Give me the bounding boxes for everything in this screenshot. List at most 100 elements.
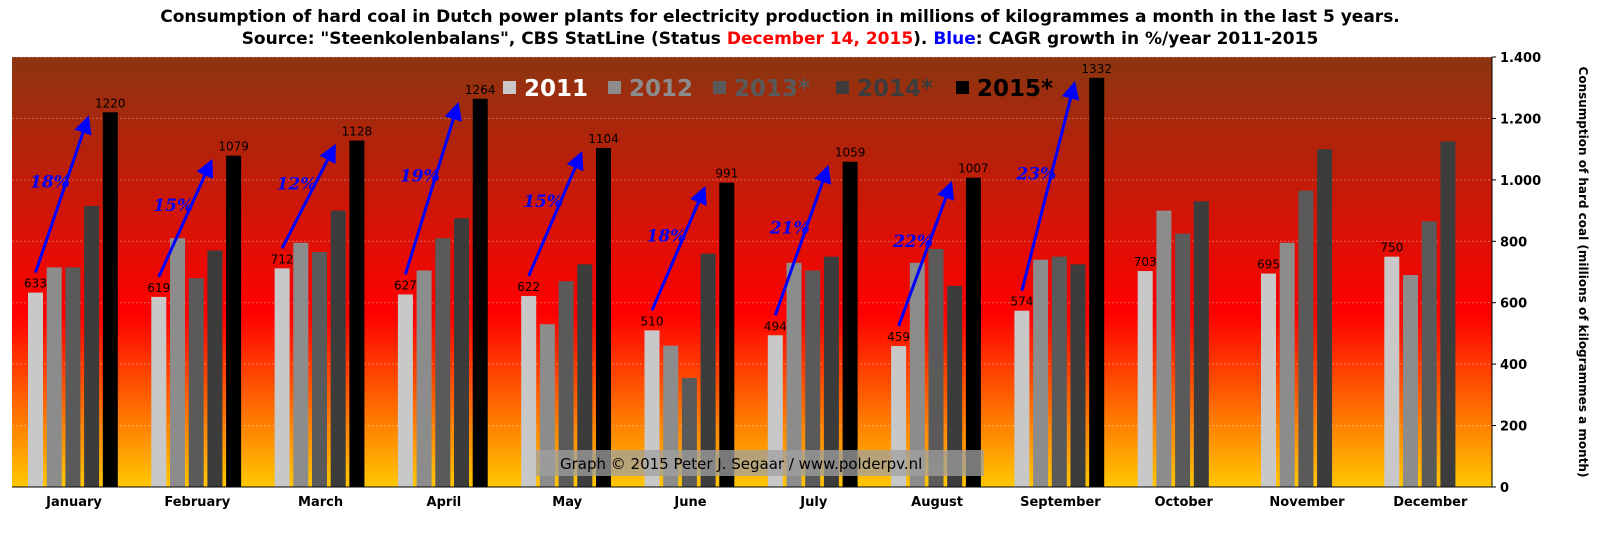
bar-2011-december xyxy=(1384,256,1400,487)
bar-2014-february xyxy=(207,250,223,487)
data-label-2011: 627 xyxy=(394,278,417,292)
bars xyxy=(28,77,1456,488)
legend-swatch-2014 xyxy=(836,81,849,94)
bar-2015-april xyxy=(472,98,488,488)
title-blue-word: Blue xyxy=(933,29,976,49)
bar-2011-july xyxy=(767,335,783,487)
bar-2012-september xyxy=(1033,259,1049,487)
bar-2015-march xyxy=(349,140,365,488)
data-label-2011: 459 xyxy=(887,330,910,344)
chart-title: Consumption of hard coal in Dutch power … xyxy=(0,6,1560,50)
bar-2013-march xyxy=(312,252,327,487)
legend-label-2012: 2012 xyxy=(629,76,693,102)
bar-2013-february xyxy=(188,278,204,487)
cagr-arrow xyxy=(34,115,92,274)
data-label-2011: 695 xyxy=(1257,258,1280,272)
bar-2012-july xyxy=(786,262,802,487)
y-tick-label: 400 xyxy=(1500,358,1527,373)
data-label-2011: 619 xyxy=(147,281,170,295)
legend-label-2015: 2015* xyxy=(977,76,1053,102)
data-label-2011: 494 xyxy=(764,319,787,333)
data-label-2015: 1079 xyxy=(218,140,249,154)
cagr-arrow xyxy=(157,158,214,278)
x-tick-label-july: July xyxy=(799,495,828,510)
data-label-2011: 633 xyxy=(24,277,47,291)
bar-2011-october xyxy=(1137,271,1153,487)
cagr-label: 12% xyxy=(277,174,317,194)
data-label-2015: 1128 xyxy=(342,125,373,139)
gridlines xyxy=(12,56,1492,427)
legend-label-2014: 2014* xyxy=(857,76,933,102)
plot-background xyxy=(12,57,1492,487)
bar-2012-october xyxy=(1156,210,1172,488)
bar-2014-august xyxy=(947,285,963,487)
bar-2013-july xyxy=(805,270,821,487)
cagr-arrow xyxy=(280,143,336,249)
cagr-arrow xyxy=(403,101,462,275)
bar-2012-may xyxy=(539,324,555,487)
legend-label-2013: 2013* xyxy=(734,76,810,102)
x-tick-label-february: February xyxy=(164,495,230,510)
bar-2011-november xyxy=(1261,273,1276,487)
bar-2013-october xyxy=(1175,233,1191,487)
y-tick-label: 200 xyxy=(1500,420,1527,435)
x-tick-label-april: April xyxy=(427,495,462,510)
axes: 0 200 400 600 800 1.000 1.200 1.400 January Febru… xyxy=(12,51,1590,510)
bar-2013-december xyxy=(1421,221,1437,488)
title-line-2: Source: "Steenkolenbalans", CBS StatLine… xyxy=(0,28,1560,50)
y-tick-label: 800 xyxy=(1500,235,1527,250)
bar-2012-february xyxy=(170,238,185,487)
bar-2011-may xyxy=(521,295,537,487)
bar-2015-september xyxy=(1089,77,1105,487)
bar-2012-january xyxy=(46,267,62,487)
cagr-arrow xyxy=(527,151,584,277)
bar-2011-january xyxy=(28,292,43,487)
bar-2011-march xyxy=(274,268,290,487)
credit-background xyxy=(536,450,984,476)
cagr-label: 23% xyxy=(1015,164,1056,184)
bar-2014-october xyxy=(1193,201,1209,487)
bar-2015-august xyxy=(965,177,981,487)
legend-swatch-2011 xyxy=(503,81,516,94)
data-label-2015: 1059 xyxy=(835,146,866,160)
data-labels: 633 619 712 627 622 510 494 459 574 703 695 750 1220… xyxy=(24,62,1403,344)
legend: 2011 2012 2013* 2014* 2015* xyxy=(503,76,1053,102)
x-tick-label-october: October xyxy=(1154,495,1213,510)
cagr-arrow xyxy=(650,185,707,311)
bar-2011-february xyxy=(151,296,167,487)
cagr-arrow xyxy=(1020,80,1080,292)
bar-2012-november xyxy=(1279,242,1295,487)
data-label-2011: 712 xyxy=(271,252,294,266)
bar-2013-january xyxy=(65,267,81,487)
bar-2012-march xyxy=(293,242,309,487)
bar-2014-july xyxy=(823,256,839,487)
x-tick-label-march: March xyxy=(298,495,343,510)
data-label-2011: 750 xyxy=(1380,241,1403,255)
legend-swatch-2013 xyxy=(713,81,726,94)
bar-2015-january xyxy=(102,112,118,488)
bar-2013-may xyxy=(558,281,574,487)
y-tick-label: 1.400 xyxy=(1500,51,1541,66)
legend-swatch-2012 xyxy=(608,81,621,94)
bar-2011-september xyxy=(1014,310,1030,487)
cagr-label: 21% xyxy=(769,219,810,239)
bar-2014-september xyxy=(1070,264,1086,487)
y-tick-label: 600 xyxy=(1500,297,1527,312)
credit-box: Graph © 2015 Peter J. Segaar / www.polde… xyxy=(536,450,984,476)
data-label-2011: 510 xyxy=(641,314,664,328)
x-tick-label-december: December xyxy=(1393,495,1468,510)
x-tick-label-january: January xyxy=(45,495,102,510)
x-tick-label-may: May xyxy=(552,495,582,510)
cagr-arrow xyxy=(773,164,832,316)
data-label-2015: 1104 xyxy=(588,132,619,146)
bar-2014-january xyxy=(84,205,100,487)
cagr-label: 19% xyxy=(400,167,440,187)
cagr-label: 15% xyxy=(153,196,193,216)
x-tick-label-august: August xyxy=(911,495,963,510)
data-label-2015: 1007 xyxy=(958,162,989,176)
bar-2012-april xyxy=(416,270,432,487)
bar-2014-december xyxy=(1440,141,1456,487)
y-tick-label: 0 xyxy=(1500,481,1509,496)
bar-2014-may xyxy=(577,264,593,487)
